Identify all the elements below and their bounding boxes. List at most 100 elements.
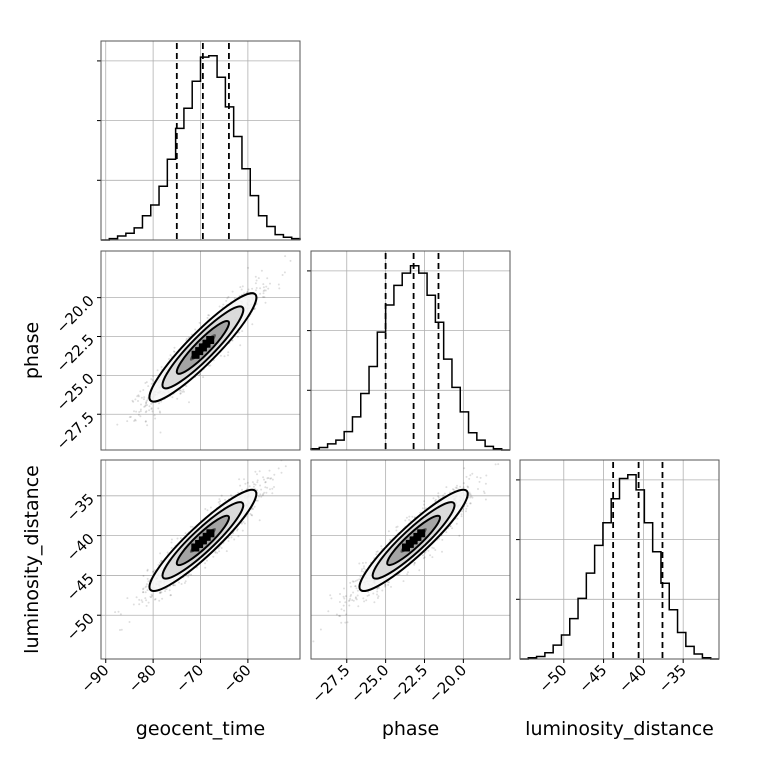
panel-geocent_time-vs-phase <box>100 250 301 451</box>
sample-point <box>354 585 357 588</box>
sample-point <box>471 472 474 475</box>
sample-point <box>119 629 121 631</box>
sample-point <box>126 597 129 600</box>
contour-line-1 <box>161 305 245 390</box>
sample-point <box>381 589 384 592</box>
sample-point <box>484 482 487 485</box>
sample-point <box>209 364 212 367</box>
sample-point <box>176 537 179 540</box>
sample-point <box>422 554 424 557</box>
sample-point <box>237 491 240 494</box>
sample-point <box>418 569 421 572</box>
sample-point <box>179 537 182 540</box>
sample-point <box>208 314 211 317</box>
sample-point <box>145 604 148 607</box>
sample-point <box>340 621 343 624</box>
sample-point <box>459 485 462 488</box>
sample-point <box>219 354 222 357</box>
sample-point <box>151 379 154 382</box>
sample-point <box>164 588 167 590</box>
sample-point <box>239 344 242 347</box>
sample-point <box>230 536 233 539</box>
sample-point <box>184 580 187 583</box>
sample-point <box>146 589 149 592</box>
sample-point <box>233 297 236 300</box>
sample-point <box>348 604 351 607</box>
sample-point <box>449 525 452 528</box>
sample-point <box>255 279 258 282</box>
sample-point <box>413 563 416 566</box>
sample-point <box>378 586 380 589</box>
sample-point <box>145 583 148 586</box>
sample-point <box>185 385 188 388</box>
sample-point <box>145 400 148 403</box>
sample-point <box>361 568 363 571</box>
sample-point <box>250 514 253 516</box>
sample-point <box>139 408 142 411</box>
hist-frame-phase <box>310 250 511 451</box>
density-core <box>191 350 200 359</box>
sample-point <box>262 476 265 479</box>
sample-point <box>169 594 172 597</box>
sample-point <box>352 599 355 602</box>
sample-point <box>349 595 352 598</box>
sample-point <box>413 562 416 564</box>
sample-point <box>204 508 207 510</box>
sample-point <box>366 594 369 597</box>
sample-point <box>404 519 407 522</box>
sample-point <box>352 580 355 583</box>
sample-point <box>158 599 161 602</box>
sample-point <box>283 271 286 274</box>
sample-point <box>434 549 437 551</box>
hist-panel-geocent_time <box>97 40 301 241</box>
sample-point <box>142 587 145 590</box>
sample-point <box>182 388 185 391</box>
sample-point <box>144 420 147 423</box>
sample-point <box>142 588 144 591</box>
sample-point <box>267 287 270 290</box>
sample-point <box>187 575 190 578</box>
sample-point <box>204 566 207 569</box>
sample-point <box>139 390 142 393</box>
sample-point <box>146 569 149 572</box>
sample-point <box>266 277 269 280</box>
sample-point <box>138 598 141 601</box>
sample-point <box>271 478 274 481</box>
panel-phase-vs-luminosity_distance <box>310 459 511 660</box>
sample-point <box>217 501 220 504</box>
sample-point <box>344 601 347 604</box>
contour-line-0 <box>148 292 258 403</box>
sample-point <box>343 587 345 590</box>
sample-point <box>214 550 217 553</box>
sample-point <box>398 573 401 576</box>
sample-point <box>242 520 245 523</box>
sample-point <box>147 385 150 388</box>
sample-point <box>421 507 424 510</box>
sample-point <box>214 551 217 554</box>
sample-point <box>246 291 249 294</box>
sample-point <box>199 373 201 376</box>
sample-point <box>178 581 180 584</box>
x-axis-label-phase: phase <box>382 718 439 740</box>
sample-point <box>226 297 229 300</box>
sample-point <box>365 599 368 602</box>
sample-point <box>469 502 472 505</box>
sample-point <box>252 485 255 488</box>
sample-point <box>273 473 276 476</box>
sample-point <box>354 580 357 583</box>
sample-point <box>478 480 481 483</box>
sample-point <box>132 603 135 606</box>
sample-point <box>240 288 243 291</box>
sample-point <box>144 586 147 589</box>
sample-point <box>413 561 416 564</box>
sample-point <box>354 597 357 600</box>
sample-point <box>166 551 169 554</box>
sample-point <box>355 587 358 590</box>
sample-point <box>188 573 190 576</box>
sample-point <box>387 530 390 533</box>
sample-point <box>181 390 184 393</box>
sample-point <box>263 296 266 298</box>
sample-point <box>160 591 163 594</box>
sample-point <box>465 510 467 513</box>
sample-point <box>263 289 266 292</box>
